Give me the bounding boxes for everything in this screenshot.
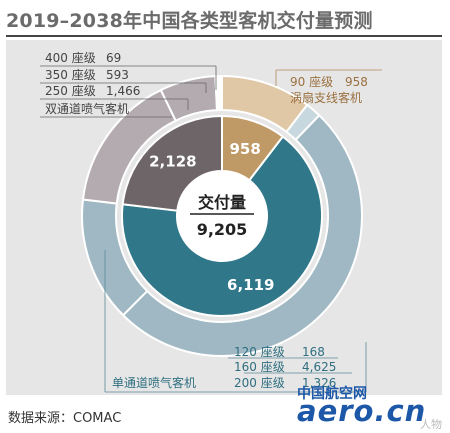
inner-data-label-regional: 958 (229, 140, 260, 158)
center-label: 交付量 (198, 193, 246, 212)
callout-twin-aisle: 400 座级 69 350 座级 593 250 座级 1,466 双通道喷气客… (40, 50, 217, 118)
title-rule (6, 35, 442, 37)
callout-value-90: 958 (345, 75, 368, 89)
watermark-cn: 中国航空网 (297, 386, 367, 402)
outer-slice-400-座级 (214, 74, 223, 112)
inner-slice-twin-aisle (121, 114, 223, 212)
outer-ring (81, 74, 363, 358)
callout-value-250: 1,466 (106, 84, 140, 98)
callout-value-350: 593 (106, 68, 129, 82)
callout-single-aisle: 120 座级 168 160 座级 4,625 200 座级 1,326 单通道… (104, 250, 367, 393)
callout-seat-90: 90 座级 (290, 74, 333, 89)
callout-value-160: 4,625 (302, 360, 336, 374)
callout-value-200: 1,326 (302, 376, 336, 390)
callout-value-400: 69 (106, 51, 121, 65)
watermark-person: 人物 (420, 418, 442, 431)
center-value: 9,205 (197, 220, 248, 239)
callout-seat-200: 200 座级 (234, 375, 285, 390)
callout-group-twin-aisle: 双通道喷气客机 (45, 101, 129, 116)
callout-seat-400: 400 座级 (45, 50, 96, 65)
callout-group-single-aisle: 单通道喷气客机 (112, 375, 196, 390)
watermark-en: aero.cn (297, 394, 427, 428)
callout-group-regional: 涡扇支线客机 (290, 90, 362, 105)
callout-seat-160: 160 座级 (234, 359, 285, 374)
callout-value-120: 168 (302, 345, 325, 359)
callout-seat-350: 350 座级 (45, 67, 96, 82)
inner-data-label-twin-aisle: 2,128 (149, 153, 196, 171)
data-source: 数据来源：COMAC (8, 411, 122, 426)
callout-regional: 90 座级 958 涡扇支线客机 (275, 69, 382, 105)
callout-seat-250: 250 座级 (45, 83, 96, 98)
inner-data-label-single-aisle: 6,119 (227, 276, 274, 294)
outer-slice-160-座级 (121, 113, 363, 358)
chart-labels: 958 6,119 2,128 (149, 140, 274, 294)
chart-title: 2019–2038年中国各类型客机交付量预测 (6, 10, 373, 32)
callout-seat-120: 120 座级 (234, 344, 285, 359)
center-circle (177, 171, 267, 261)
